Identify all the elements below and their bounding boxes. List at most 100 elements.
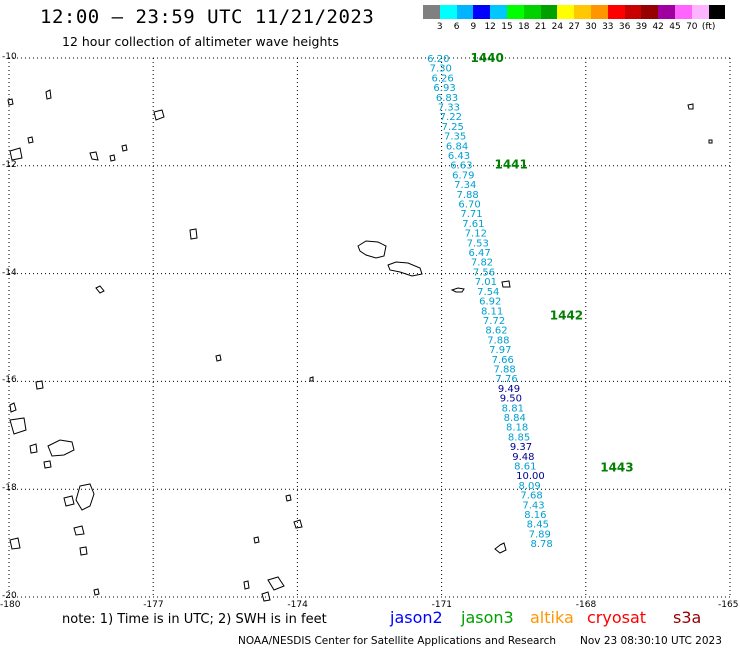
colorbar-label: 36 xyxy=(618,22,631,32)
lat-label: -14 xyxy=(2,267,17,278)
swh-value-label: 6.20 xyxy=(427,54,449,65)
swh-value-label: 6.63 xyxy=(450,161,472,172)
island-tokelau-b xyxy=(89,151,99,161)
swh-value-label: 8.11 xyxy=(481,306,503,317)
island-fiji-i xyxy=(43,460,52,469)
track-time-label: 1443 xyxy=(600,461,633,475)
colorbar-swatch xyxy=(507,5,524,19)
island-nw-b xyxy=(109,154,116,162)
colorbar-label: (ft) xyxy=(701,22,716,32)
swh-value-label: 6.92 xyxy=(479,297,501,308)
swh-value-label: 7.72 xyxy=(483,316,505,327)
swh-value-label: 8.45 xyxy=(527,520,549,531)
island-haapai-b xyxy=(261,591,271,602)
colorbar-swatch xyxy=(658,5,675,19)
swh-value-label: 7.56 xyxy=(473,267,495,278)
track-time-marks: 1440 1441 1442 1443 xyxy=(470,51,633,475)
colorbar-label: 12 xyxy=(484,22,496,32)
lon-label: -165 xyxy=(718,600,739,610)
island-niuatoputapu xyxy=(494,542,507,554)
swh-value-label: 7.12 xyxy=(465,229,487,240)
swh-value-label: 7.43 xyxy=(522,500,544,511)
swh-value-label: 7.88 xyxy=(494,364,516,375)
swh-value-label: 7.88 xyxy=(457,190,479,201)
island-tokelau-a xyxy=(45,89,52,100)
swh-value-label: 6.83 xyxy=(436,93,458,104)
swh-value-label: 9.50 xyxy=(500,394,522,405)
map-subtitle: 12 hour collection of altimeter wave hei… xyxy=(62,34,339,49)
colorbar-label: 33 xyxy=(602,22,614,32)
swh-value-label: 8.84 xyxy=(504,413,526,424)
swh-value-label: 8.16 xyxy=(524,510,546,521)
colorbar-swatch xyxy=(675,5,692,19)
colorbar-swatch xyxy=(607,5,625,19)
island-tonga-f xyxy=(309,376,314,382)
lat-label: -20 xyxy=(2,591,17,601)
island-fiji-g xyxy=(35,380,44,390)
map-grid xyxy=(8,57,731,598)
satellite-cryosat: cryosat xyxy=(587,608,647,627)
swh-value-label: 7.66 xyxy=(492,355,514,366)
track-labels: 6.207.306.266.936.837.337.227.257.356.84… xyxy=(427,54,553,550)
track-time-label: 1442 xyxy=(550,309,583,323)
swh-value-label: 7.68 xyxy=(520,491,542,502)
swh-value-label: 6.93 xyxy=(433,83,455,94)
colorbar-label: 42 xyxy=(652,22,664,32)
swh-value-label: 7.30 xyxy=(430,64,452,75)
island-upolu xyxy=(387,261,423,277)
colorbar-label: 27 xyxy=(568,22,580,32)
colorbar-label: 21 xyxy=(534,22,547,32)
swh-value-label: 7.25 xyxy=(442,122,464,133)
island-fiji-e xyxy=(9,537,21,550)
lon-label: -168 xyxy=(575,600,597,610)
lat-label: -18 xyxy=(2,483,17,494)
satellite-altika: altika xyxy=(530,608,574,627)
satellite-jason2: jason2 xyxy=(390,608,443,627)
lon-label: -177 xyxy=(143,600,164,610)
island-tafahi xyxy=(501,280,511,288)
island-haapai-a xyxy=(267,576,285,591)
swh-value-label: 7.54 xyxy=(477,287,499,298)
island-north-a xyxy=(9,147,23,161)
colorbar-swatch xyxy=(473,5,491,19)
generation-timestamp: Nov 23 08:30:10 UTC 2023 xyxy=(580,635,722,647)
swh-value-label: 7.01 xyxy=(475,277,497,288)
colorbar-label: 70 xyxy=(686,22,698,32)
colorbar-label: 15 xyxy=(501,22,513,32)
swh-value-label: 8.09 xyxy=(519,481,541,492)
island-fiji-a xyxy=(9,417,27,435)
swh-value-label: 6.26 xyxy=(432,73,454,84)
island-fiji-f xyxy=(73,525,85,536)
swh-value-label: 10.00 xyxy=(516,471,545,482)
swh-value-label: 7.97 xyxy=(489,345,511,356)
colorbar-label: 9 xyxy=(470,22,477,32)
colorbar-swatch xyxy=(624,5,642,19)
satellite-s3a: s3a xyxy=(673,608,702,627)
swh-value-label: 6.47 xyxy=(469,248,491,259)
island-fiji-c xyxy=(29,443,38,454)
island-swains xyxy=(153,109,165,121)
swh-value-label: 7.71 xyxy=(460,209,482,220)
colorbar-swatch xyxy=(591,5,608,19)
island-vitilevu xyxy=(75,483,95,511)
swh-value-label: 8.62 xyxy=(485,326,507,337)
island-nw-d xyxy=(7,98,14,106)
colorbar-label: 24 xyxy=(551,22,564,32)
swh-value-label: 7.61 xyxy=(462,219,484,230)
swh-value-label: 7.82 xyxy=(471,258,493,269)
island-fiji-d xyxy=(63,495,75,507)
swh-value-label: 7.22 xyxy=(440,112,462,123)
colorbar-swatch xyxy=(456,5,474,19)
lon-label: -180 xyxy=(0,600,21,610)
swh-value-label: 8.18 xyxy=(506,423,528,434)
swh-value-label: 6.84 xyxy=(446,141,468,152)
colorbar-swatch xyxy=(423,5,440,19)
island-nw-a xyxy=(27,136,34,144)
island-vanualevu xyxy=(47,439,75,457)
track-time-label: 1441 xyxy=(494,158,527,172)
colorbar-swatch xyxy=(574,5,591,19)
swh-value-label: 7.35 xyxy=(444,132,466,143)
track-time-label: 1440 xyxy=(470,51,503,65)
colorbar-swatch xyxy=(490,5,507,19)
units-note: note: 1) Time is in UTC; 2) SWH is in fe… xyxy=(62,612,327,627)
